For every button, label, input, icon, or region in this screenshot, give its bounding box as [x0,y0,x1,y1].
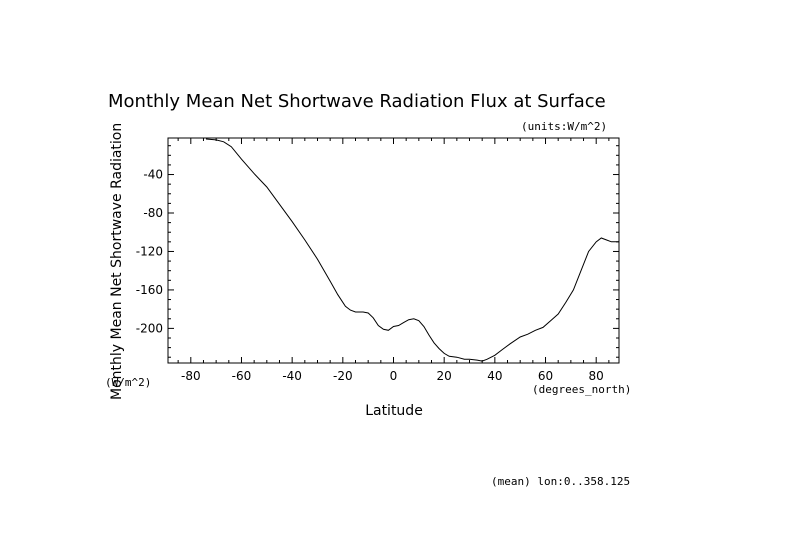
y-tick-label: -120 [136,244,163,258]
plot-frame [167,137,620,364]
x-tick-label: 40 [487,369,502,383]
x-axis-label: Latitude [365,403,423,419]
x-tick-label: 80 [589,369,604,383]
y-tick-label: -40 [143,168,163,182]
y-ticks: -40 -80 -120 -160 -200 [136,145,619,358]
y-axis-label: Monthly Mean Net Shortwave Radiation [109,123,125,400]
x-tick-label: 60 [538,369,553,383]
y-units-label: (W/m^2) [105,376,151,389]
x-ticks: -80 -60 -40 -20 0 20 40 60 80 [177,138,610,383]
footnote: (mean) lon:0..358.125 [491,475,630,488]
y-tick-label: -160 [136,283,163,297]
y-tick-label: -200 [136,321,163,335]
chart-title: Monthly Mean Net Shortwave Radiation Flu… [108,91,606,112]
x-tick-label: -20 [333,369,353,383]
x-tick-label: -60 [232,369,252,383]
x-tick-label: -80 [181,369,201,383]
x-units-label: (degrees_north) [532,383,631,396]
x-tick-label: 0 [390,369,398,383]
series-line [205,138,619,362]
x-tick-label: -40 [282,369,302,383]
y-tick-label: -80 [143,206,163,220]
x-tick-label: 20 [437,369,452,383]
units-note: (units:W/m^2) [521,120,607,133]
